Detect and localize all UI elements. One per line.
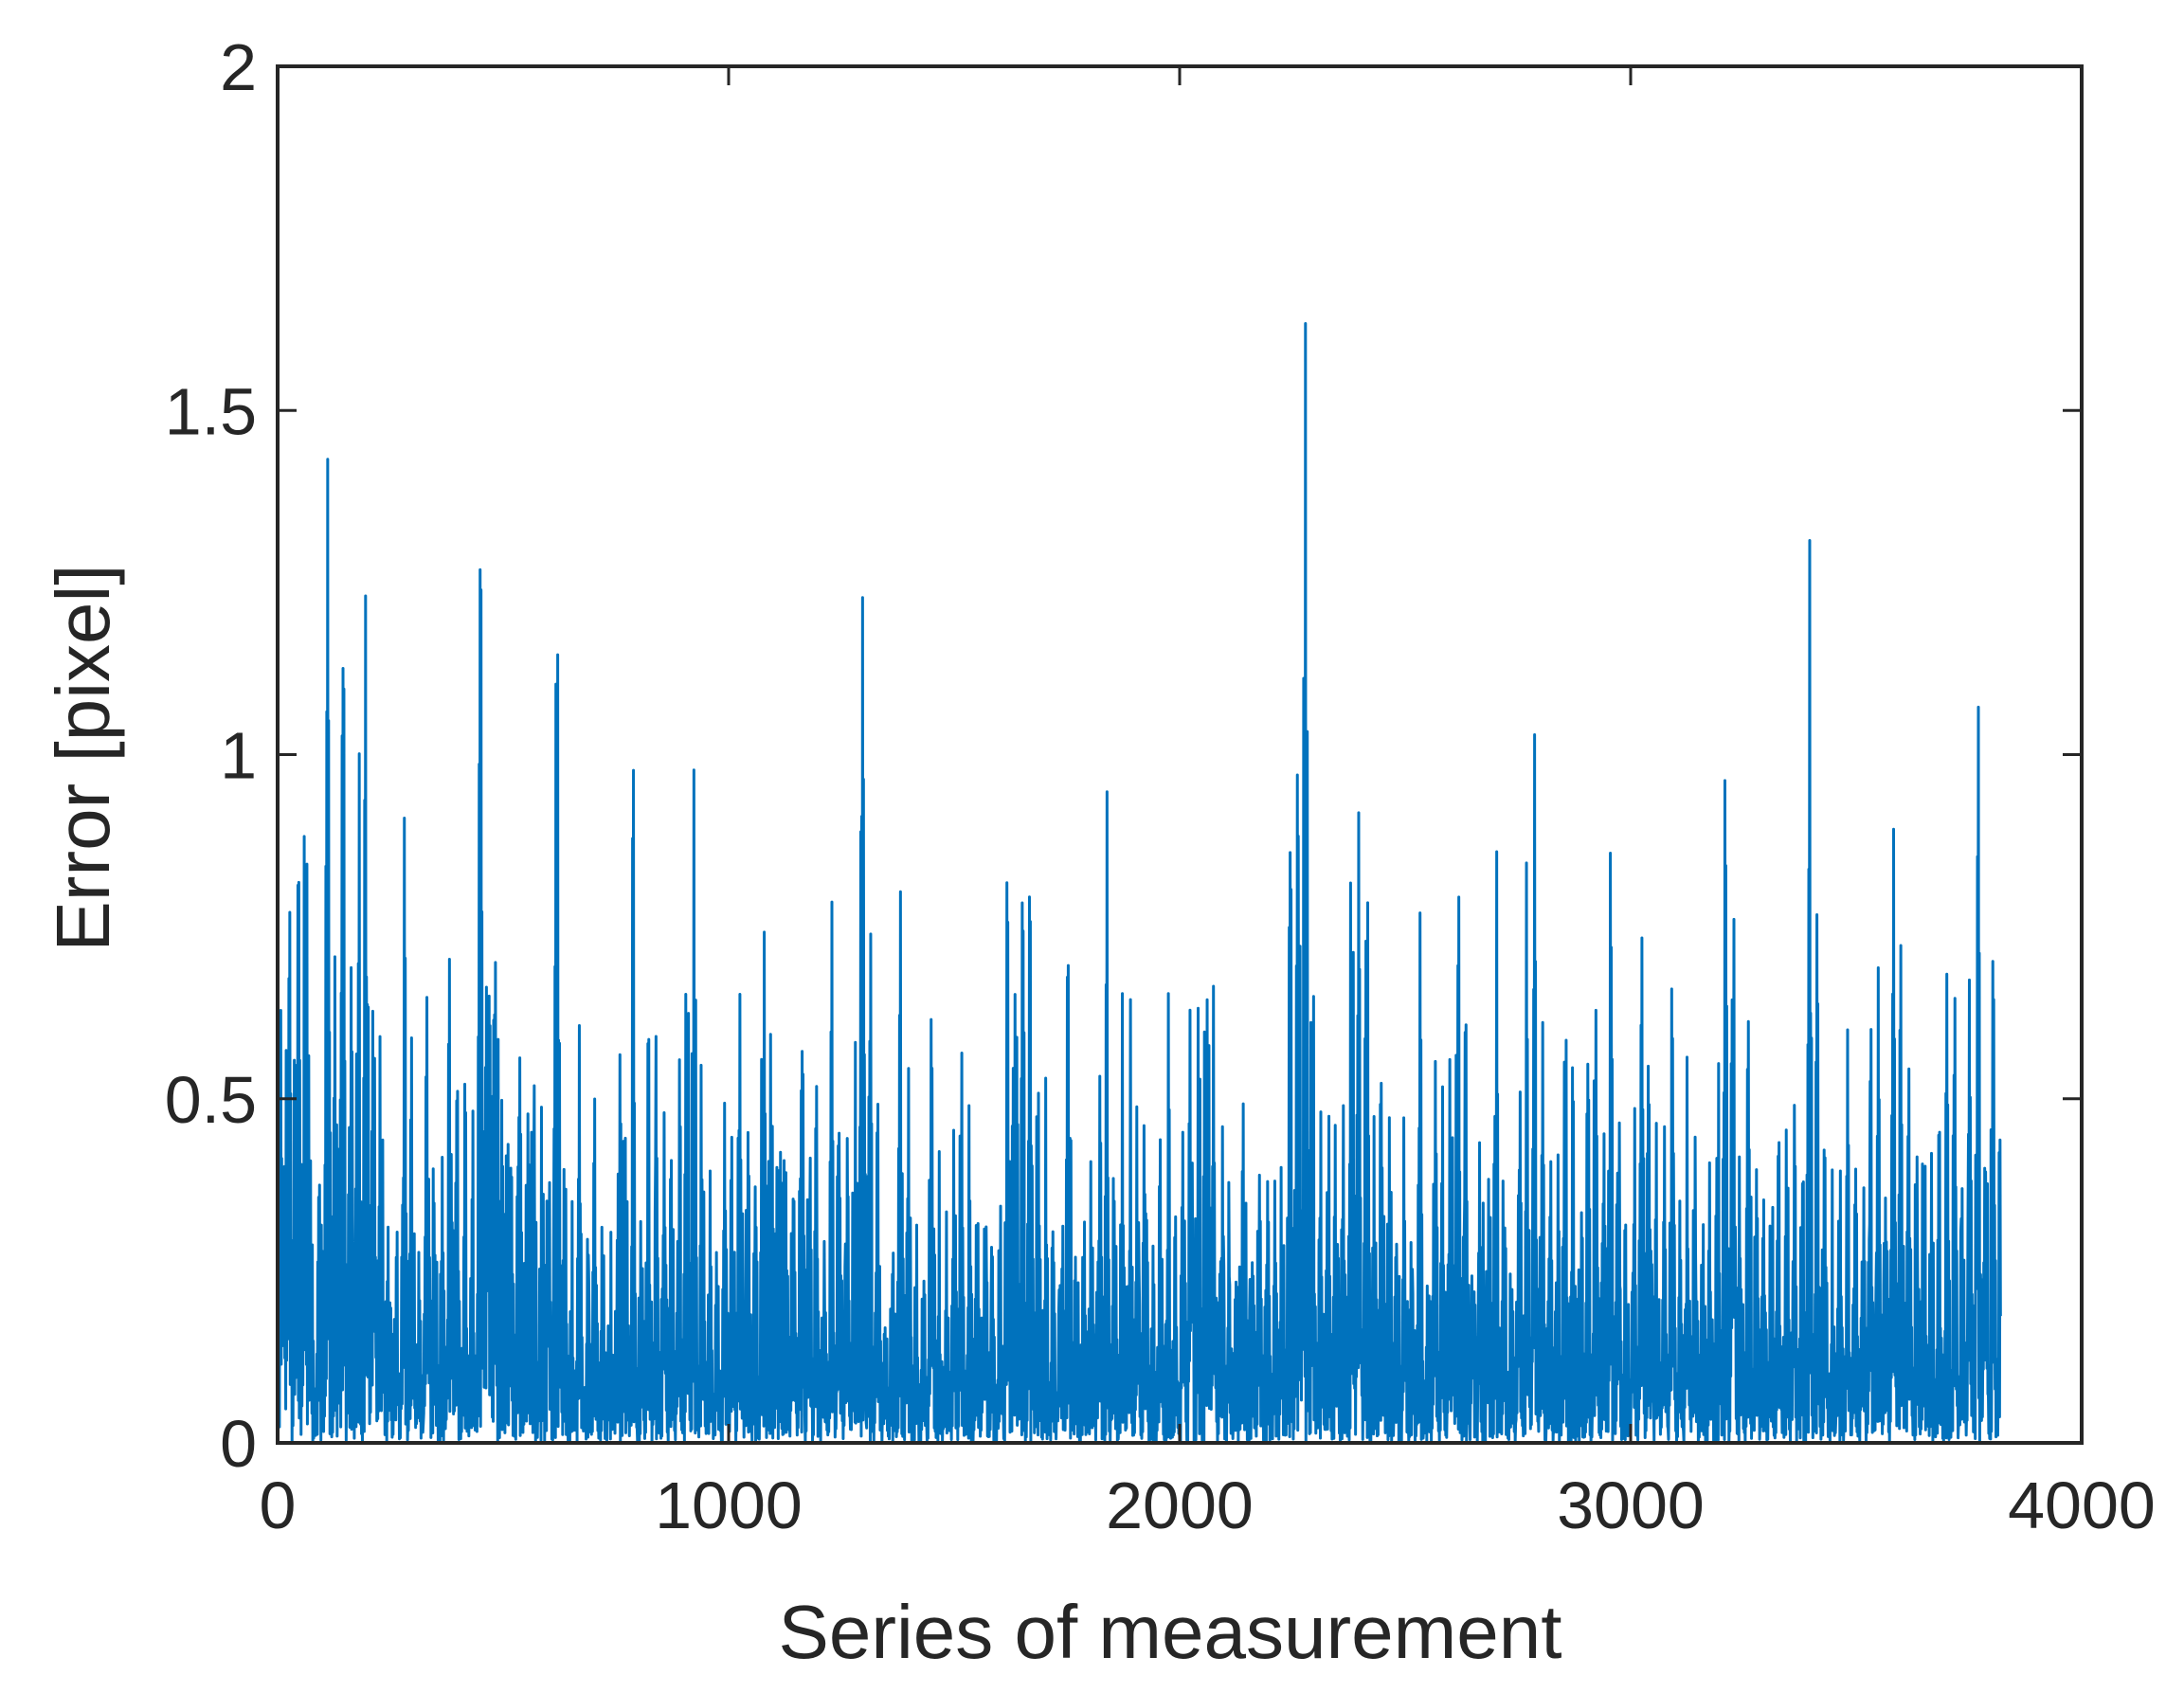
y-axis-label: Error [pixel] — [41, 565, 125, 952]
y-tick-label: 2 — [220, 30, 257, 104]
series-line — [276, 322, 2002, 1444]
y-tick-label: 1 — [220, 719, 257, 793]
x-tick-label: 2000 — [1106, 1468, 1254, 1542]
x-tick-label: 3000 — [1557, 1468, 1705, 1542]
y-tick-label: 0.5 — [165, 1063, 257, 1137]
axis-tick-labels: 0 1000 2000 3000 4000 0 0.5 1 1.5 2 — [165, 30, 2156, 1542]
x-tick-label: 1000 — [655, 1468, 803, 1542]
y-tick-label: 1.5 — [165, 374, 257, 448]
plot-area — [276, 64, 2084, 1445]
x-axis-label: Series of measurement — [778, 1590, 1561, 1674]
x-tick-label: 0 — [260, 1468, 297, 1542]
x-tick-label: 4000 — [2008, 1468, 2156, 1542]
y-tick-label: 0 — [220, 1407, 257, 1481]
axis-ticks — [276, 64, 2084, 1445]
